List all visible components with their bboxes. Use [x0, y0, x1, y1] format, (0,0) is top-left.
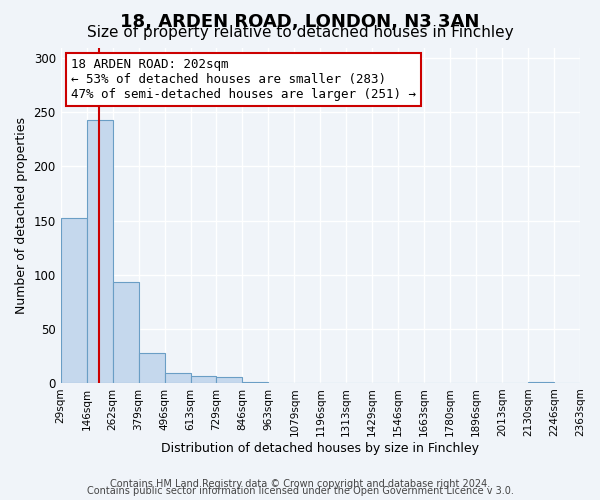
Text: 18 ARDEN ROAD: 202sqm
← 53% of detached houses are smaller (283)
47% of semi-det: 18 ARDEN ROAD: 202sqm ← 53% of detached …	[71, 58, 416, 100]
Bar	[528, 382, 554, 383]
Bar	[86, 120, 113, 383]
X-axis label: Distribution of detached houses by size in Finchley: Distribution of detached houses by size …	[161, 442, 479, 455]
Bar	[61, 218, 86, 383]
Text: Size of property relative to detached houses in Finchley: Size of property relative to detached ho…	[86, 25, 514, 40]
Bar	[113, 282, 139, 383]
Bar	[164, 373, 191, 383]
Y-axis label: Number of detached properties: Number of detached properties	[15, 116, 28, 314]
Bar	[191, 376, 217, 383]
Text: Contains HM Land Registry data © Crown copyright and database right 2024.: Contains HM Land Registry data © Crown c…	[110, 479, 490, 489]
Bar	[139, 352, 164, 383]
Bar	[242, 382, 268, 383]
Text: Contains public sector information licensed under the Open Government Licence v : Contains public sector information licen…	[86, 486, 514, 496]
Text: 18, ARDEN ROAD, LONDON, N3 3AN: 18, ARDEN ROAD, LONDON, N3 3AN	[121, 12, 479, 30]
Bar	[217, 378, 242, 383]
